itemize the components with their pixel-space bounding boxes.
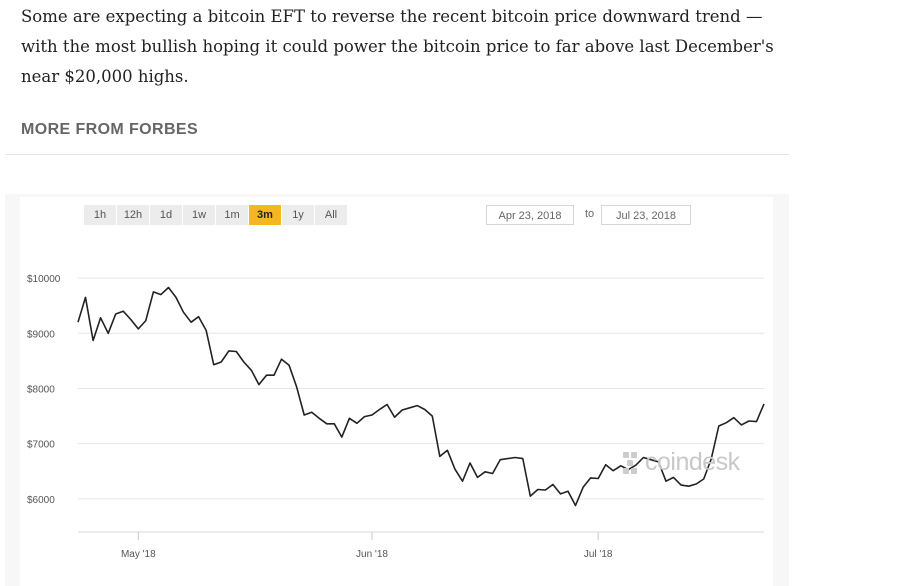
x-tick-label: Jul '18	[584, 549, 613, 560]
y-tick-label: $6000	[27, 495, 55, 506]
article-paragraph: Some are expecting a bitcoin EFT to reve…	[21, 7, 774, 86]
y-tick-label: $9000	[27, 329, 55, 340]
range-button-1y[interactable]: 1y	[282, 205, 314, 225]
grid-lines	[78, 277, 764, 500]
y-tick-label: $8000	[27, 384, 55, 395]
price-line	[77, 286, 765, 507]
range-button-group: 1h 12h 1d 1w 1m 3m 1y All	[84, 205, 347, 225]
range-button-1w[interactable]: 1w	[183, 205, 215, 225]
date-to-input[interactable]: Jul 23, 2018	[601, 205, 691, 225]
chart-panel	[20, 197, 773, 586]
coindesk-logo-icon	[623, 451, 641, 474]
range-button-1h[interactable]: 1h	[84, 205, 116, 225]
date-from-input[interactable]: Apr 23, 2018	[486, 205, 574, 225]
x-tick-label: May '18	[121, 549, 156, 560]
x-axis-labels: May '18 Jun '18 Jul '18	[121, 549, 613, 560]
y-axis-labels: $10000 $9000 $8000 $7000 $6000	[27, 274, 61, 506]
range-button-1d[interactable]: 1d	[150, 205, 182, 225]
range-button-1m[interactable]: 1m	[216, 205, 248, 225]
range-button-12h[interactable]: 12h	[117, 205, 149, 225]
divider	[5, 154, 789, 155]
coindesk-watermark: coindesk	[623, 448, 740, 477]
y-tick-label: $7000	[27, 440, 55, 451]
range-button-3m[interactable]: 3m	[249, 205, 281, 225]
range-button-all[interactable]: All	[315, 205, 347, 225]
section-heading: MORE FROM FORBES	[21, 121, 199, 138]
x-axis	[78, 531, 764, 540]
date-separator: to	[585, 208, 595, 220]
x-tick-label: Jun '18	[356, 549, 388, 560]
watermark-brand: coindesk	[645, 448, 740, 476]
y-tick-label: $10000	[27, 274, 61, 285]
